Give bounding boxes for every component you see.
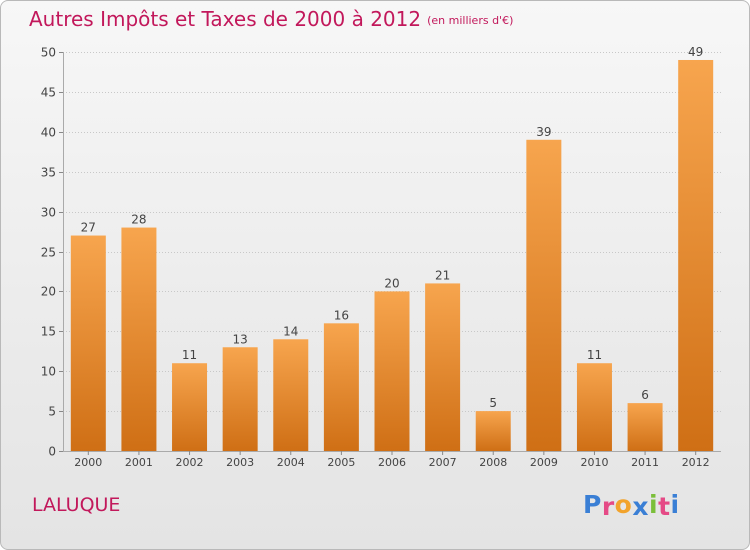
- bar: [70, 235, 106, 451]
- axes: [59, 52, 721, 455]
- bar-value-label: 13: [233, 332, 248, 346]
- x-tick-label: 2002: [176, 456, 204, 469]
- bar-value-label: 11: [587, 348, 602, 362]
- chart-title-block: Autres Impôts et Taxes de 2000 à 2012 (en…: [29, 7, 513, 31]
- logo-letter: i: [670, 490, 680, 519]
- bar: [425, 283, 461, 451]
- x-tick-label: 2003: [226, 456, 254, 469]
- x-tick-label: 2009: [530, 456, 558, 469]
- bar-value-label: 11: [182, 348, 197, 362]
- chart-unit: (en milliers d'€): [427, 14, 514, 27]
- bar: [172, 363, 208, 451]
- bar-value-label: 28: [131, 213, 146, 227]
- x-tick-label: 2012: [682, 456, 710, 469]
- bar-value-label: 14: [283, 324, 298, 338]
- y-tick-label: 10: [41, 365, 56, 379]
- x-tick-label: 2001: [125, 456, 153, 469]
- bar: [323, 323, 359, 451]
- logo-letter: o: [614, 490, 633, 519]
- bar-value-label: 39: [536, 125, 551, 139]
- logo-letter: t: [658, 492, 671, 521]
- chart-title: Autres Impôts et Taxes de 2000 à 2012: [29, 7, 422, 31]
- x-tick-label: 2011: [631, 456, 659, 469]
- x-tick-label: 2010: [580, 456, 608, 469]
- y-tick-label: 35: [41, 166, 56, 180]
- x-tick-label: 2004: [277, 456, 305, 469]
- logo-letter: r: [601, 492, 615, 521]
- logo-letter: P: [583, 490, 602, 519]
- bar-value-label: 6: [641, 388, 649, 402]
- bar: [273, 339, 309, 451]
- y-tick-label: 45: [41, 86, 56, 100]
- bar: [576, 363, 612, 451]
- x-tick-label: 2000: [74, 456, 102, 469]
- bar-value-label: 27: [81, 221, 96, 235]
- bar-value-label: 20: [384, 276, 399, 290]
- bar: [627, 403, 663, 451]
- logo-letter: i: [649, 490, 659, 519]
- bar: [678, 59, 714, 451]
- bar: [526, 139, 562, 451]
- bar-value-label: 16: [334, 308, 349, 322]
- y-tick-label: 5: [48, 405, 56, 419]
- bar: [475, 411, 511, 451]
- x-tick-label: 2008: [479, 456, 507, 469]
- bar: [121, 227, 157, 451]
- commune-name: LALUQUE: [32, 494, 121, 516]
- x-tick-label: 2005: [327, 456, 355, 469]
- y-tick-label: 40: [41, 126, 56, 140]
- y-tick-label: 30: [41, 206, 56, 220]
- bar-value-label: 5: [489, 396, 497, 410]
- y-tick-label: 25: [41, 246, 56, 260]
- labels: 0 5 10 15 20 25 30 35 40 45 50 27 2000 28 2001 11 2002 13…: [41, 45, 710, 469]
- bar: [374, 291, 410, 451]
- y-tick-label: 0: [48, 445, 56, 459]
- x-tick-label: 2006: [378, 456, 406, 469]
- logo-letter: x: [632, 492, 649, 521]
- bar-value-label: 21: [435, 268, 450, 282]
- bar-value-label: 49: [688, 45, 703, 59]
- bar: [222, 347, 258, 451]
- x-tick-label: 2007: [429, 456, 457, 469]
- proxiti-logo: Proxiti: [583, 490, 680, 521]
- y-tick-label: 20: [41, 285, 56, 299]
- bars: [70, 59, 714, 451]
- y-tick-label: 50: [41, 46, 56, 60]
- y-tick-label: 15: [41, 325, 56, 339]
